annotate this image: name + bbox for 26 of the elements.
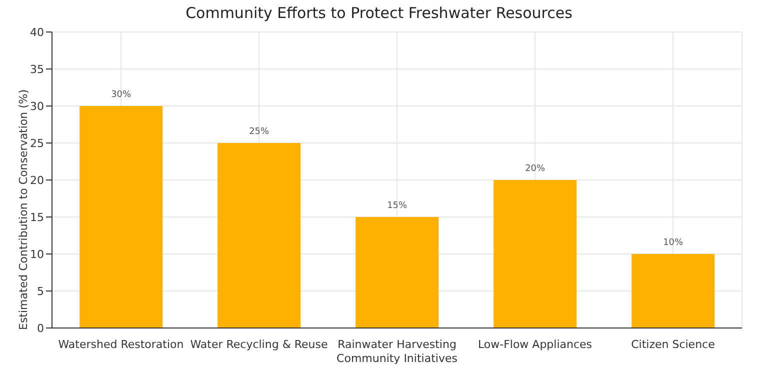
- y-tick-label: 5: [37, 284, 44, 298]
- data-label: 15%: [387, 201, 408, 211]
- data-label: 30%: [111, 90, 132, 100]
- y-tick-label: 35: [30, 62, 44, 76]
- x-tick-label: Rainwater Harvesting Community Initiatives: [336, 338, 458, 365]
- y-axis-title: Estimated Contribution to Conservation (%): [16, 89, 30, 330]
- data-label: 10%: [663, 238, 684, 248]
- x-tick-label: Low-Flow Appliances: [478, 338, 592, 351]
- y-tick-label: 25: [30, 136, 44, 150]
- bar: [218, 143, 301, 328]
- bar: [632, 254, 715, 328]
- x-tick-label: Watershed Restoration: [58, 338, 184, 351]
- chart-title: Community Efforts to Protect Freshwater Resources: [184, 4, 574, 24]
- y-tick-label: 40: [30, 26, 44, 39]
- x-tick-label: Citizen Science: [631, 338, 716, 351]
- y-tick-label: 30: [30, 100, 44, 113]
- y-tick-label: 15: [30, 210, 44, 224]
- data-label: 20%: [525, 164, 546, 174]
- y-tick-label: 10: [30, 248, 44, 261]
- y-tick-label: 20: [30, 174, 44, 187]
- y-tick-label: 0: [37, 322, 44, 335]
- bar: [356, 217, 439, 328]
- bar: [494, 180, 577, 328]
- data-label: 25%: [249, 127, 270, 137]
- x-tick-label: Water Recycling & Reuse: [190, 338, 328, 351]
- bar: [80, 106, 163, 328]
